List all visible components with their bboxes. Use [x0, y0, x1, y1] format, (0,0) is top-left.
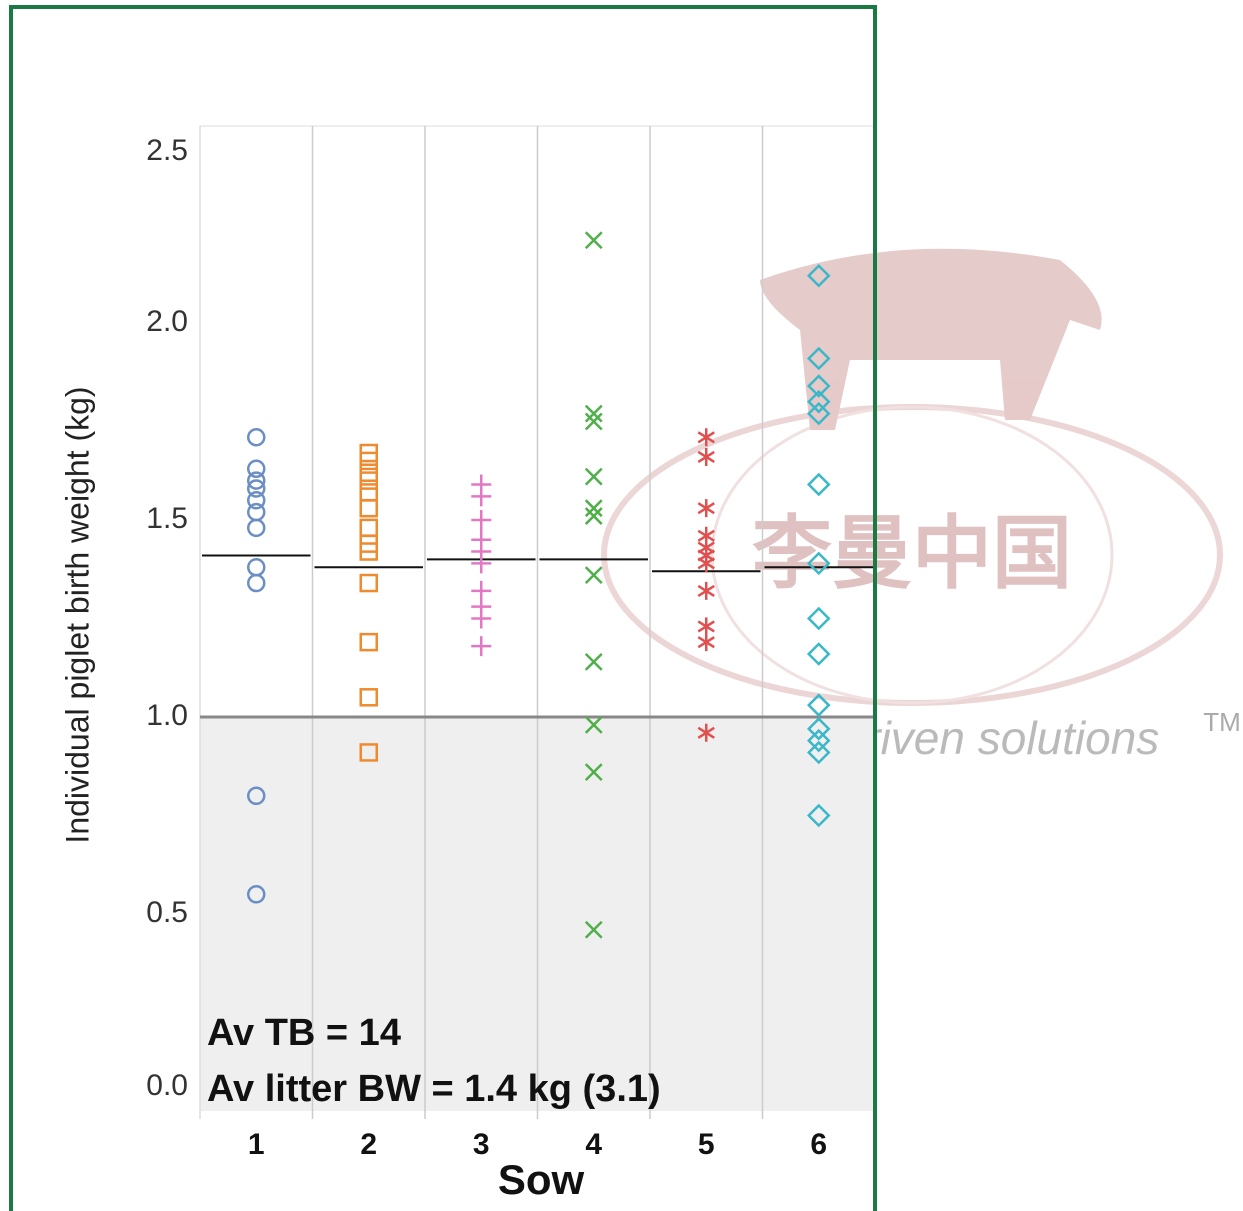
data-point	[361, 520, 377, 536]
data-point	[586, 500, 602, 516]
y-tick-label: 2.5	[146, 134, 188, 167]
y-tick-label: 1.0	[146, 699, 188, 732]
data-point	[361, 500, 377, 516]
watermark-trademark: TM	[1203, 707, 1241, 737]
data-point	[361, 634, 377, 650]
data-point	[698, 617, 714, 635]
data-point	[248, 520, 264, 536]
y-tick-label: 0.0	[146, 1069, 188, 1102]
data-point	[586, 567, 602, 583]
data-point	[698, 448, 714, 466]
data-point	[248, 429, 264, 445]
data-point	[361, 484, 377, 500]
x-tick-label: 5	[698, 1128, 715, 1161]
data-point	[809, 609, 829, 629]
x-tick-label: 1	[248, 1128, 265, 1161]
data-point	[471, 553, 491, 573]
data-point	[809, 475, 829, 495]
data-point	[471, 609, 491, 629]
data-point	[361, 575, 377, 591]
data-point	[471, 636, 491, 656]
x-tick-label: 3	[473, 1128, 490, 1161]
data-point	[698, 633, 714, 651]
y-tick-label: 0.5	[146, 896, 188, 929]
annotation: Av litter BW = 1.4 kg (3.1)	[207, 1068, 661, 1110]
data-point	[698, 582, 714, 600]
chart: 李曼中国 Science-driven solutions TM 0.00.51…	[0, 0, 1243, 1211]
annotation: Av TB = 14	[207, 1012, 401, 1054]
data-point	[471, 486, 491, 506]
x-tick-label: 2	[360, 1128, 377, 1161]
data-point	[248, 575, 264, 591]
data-point	[586, 232, 602, 248]
data-point	[586, 406, 602, 422]
x-axis-label: Sow	[498, 1156, 585, 1203]
data-point	[471, 510, 491, 530]
y-tick-label: 2.0	[146, 305, 188, 338]
data-point	[586, 469, 602, 485]
x-tick-label: 4	[585, 1128, 602, 1161]
watermark-brand: 李曼中国	[752, 506, 1072, 600]
watermark-graphic	[604, 249, 1220, 703]
data-point	[698, 499, 714, 517]
y-tick-label: 1.5	[146, 502, 188, 535]
data-point	[809, 644, 829, 664]
data-point	[586, 414, 602, 430]
data-point	[586, 508, 602, 524]
y-axis-label: Individual piglet birth weight (kg)	[59, 386, 95, 843]
data-point	[586, 654, 602, 670]
data-point	[248, 559, 264, 575]
data-point	[248, 504, 264, 520]
data-point	[361, 689, 377, 705]
x-tick-label: 6	[810, 1128, 827, 1161]
